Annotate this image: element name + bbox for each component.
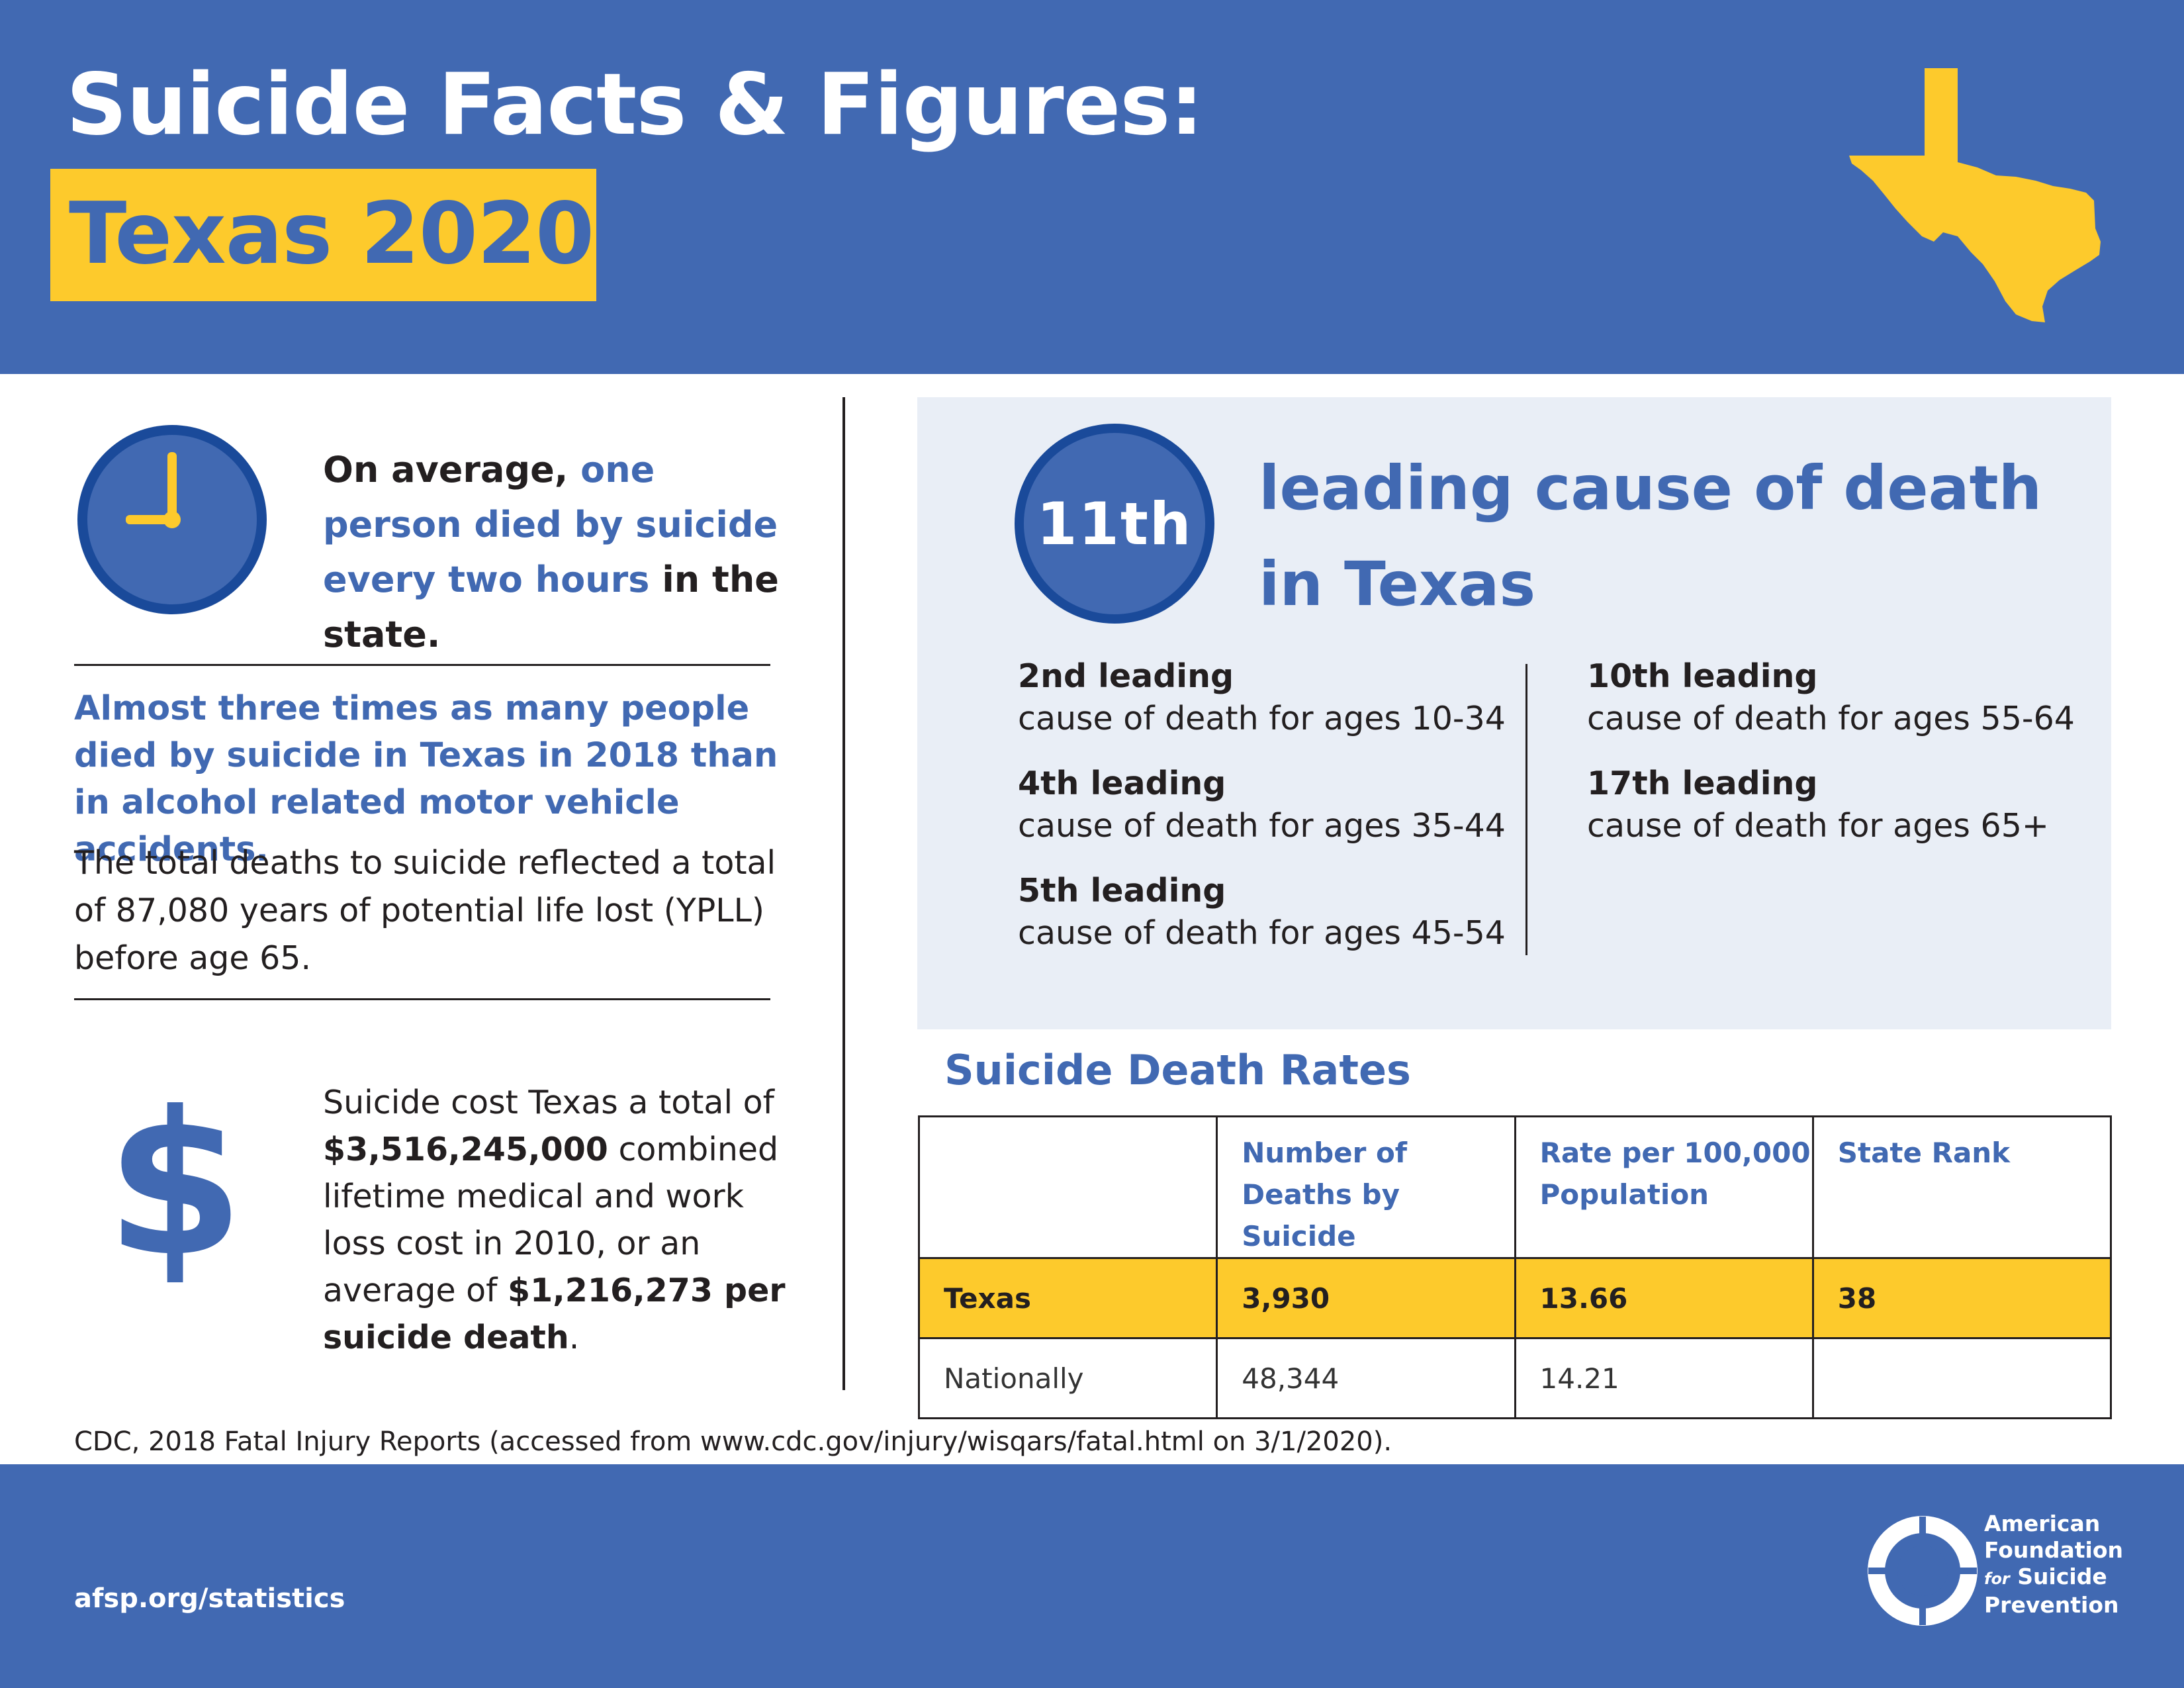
rank-item: 10th leading cause of death for ages 55-… — [1587, 657, 2075, 737]
rank-item: 17th leading cause of death for ages 65+ — [1587, 765, 2049, 845]
title-highlight-box — [50, 169, 596, 301]
table-row: Texas 3,930 13.66 38 — [917, 1257, 2113, 1339]
alcohol-comparison-statement: Almost three times as many people died b… — [74, 689, 778, 869]
clock-icon — [77, 425, 267, 614]
rank-item: 2nd leading cause of death for ages 10-3… — [1018, 657, 1506, 737]
table-cell: Nationally — [917, 1337, 1218, 1419]
table-cell: 14.21 — [1514, 1337, 1814, 1419]
rank-number: 11th — [1036, 489, 1193, 558]
table-cell: 48,344 — [1216, 1337, 1516, 1419]
texas-map-icon — [1849, 68, 2101, 322]
column-header: Rate per 100,000 Population — [1514, 1115, 1814, 1259]
rates-table: Number of Deaths by Suicide Rate per 100… — [917, 1115, 2113, 1419]
average-death-statement: On average, one person died by suicide e… — [323, 449, 779, 655]
column-header: State Rank — [1811, 1115, 2113, 1259]
dollar-sign-icon: $ — [106, 1069, 244, 1300]
divider — [74, 998, 770, 1000]
rates-title: Suicide Death Rates — [944, 1046, 1411, 1094]
source-citation: CDC, 2018 Fatal Injury Reports (accessed… — [74, 1427, 1392, 1457]
rank-column-divider — [1525, 664, 1527, 955]
rank-badge: 11th — [1015, 424, 1214, 624]
rank-heading: leading cause of death in Texas — [1259, 453, 2042, 620]
statistics-link[interactable]: afsp.org/statistics — [74, 1583, 345, 1614]
ypll-statement: The total deaths to suicide reflected a … — [74, 844, 776, 977]
column-header — [917, 1115, 1218, 1259]
divider — [74, 664, 770, 666]
page-subtitle: Texas 2020 — [69, 185, 594, 283]
cost-statement: Suicide cost Texas a total of $3,516,245… — [323, 1084, 786, 1356]
table-cell — [1811, 1337, 2113, 1419]
table-header-row: Number of Deaths by Suicide Rate per 100… — [917, 1115, 2113, 1259]
table-cell: 38 — [1811, 1257, 2113, 1339]
footer-banner — [0, 1464, 2184, 1688]
afsp-wordmark: American Foundation for Suicide Preventi… — [1984, 1511, 2124, 1618]
rank-item: 4th leading cause of death for ages 35-4… — [1018, 765, 1506, 845]
table-cell: 13.66 — [1514, 1257, 1814, 1339]
rank-item: 5th leading cause of death for ages 45-5… — [1018, 872, 1506, 952]
column-divider — [842, 397, 845, 1390]
table-cell: Texas — [917, 1257, 1218, 1339]
column-header: Number of Deaths by Suicide — [1216, 1115, 1516, 1259]
life-preserver-logo-icon — [1868, 1516, 1978, 1626]
page-title: Suicide Facts & Figures: — [66, 56, 1204, 154]
table-cell: 3,930 — [1216, 1257, 1516, 1339]
table-row: Nationally 48,344 14.21 — [917, 1337, 2113, 1419]
